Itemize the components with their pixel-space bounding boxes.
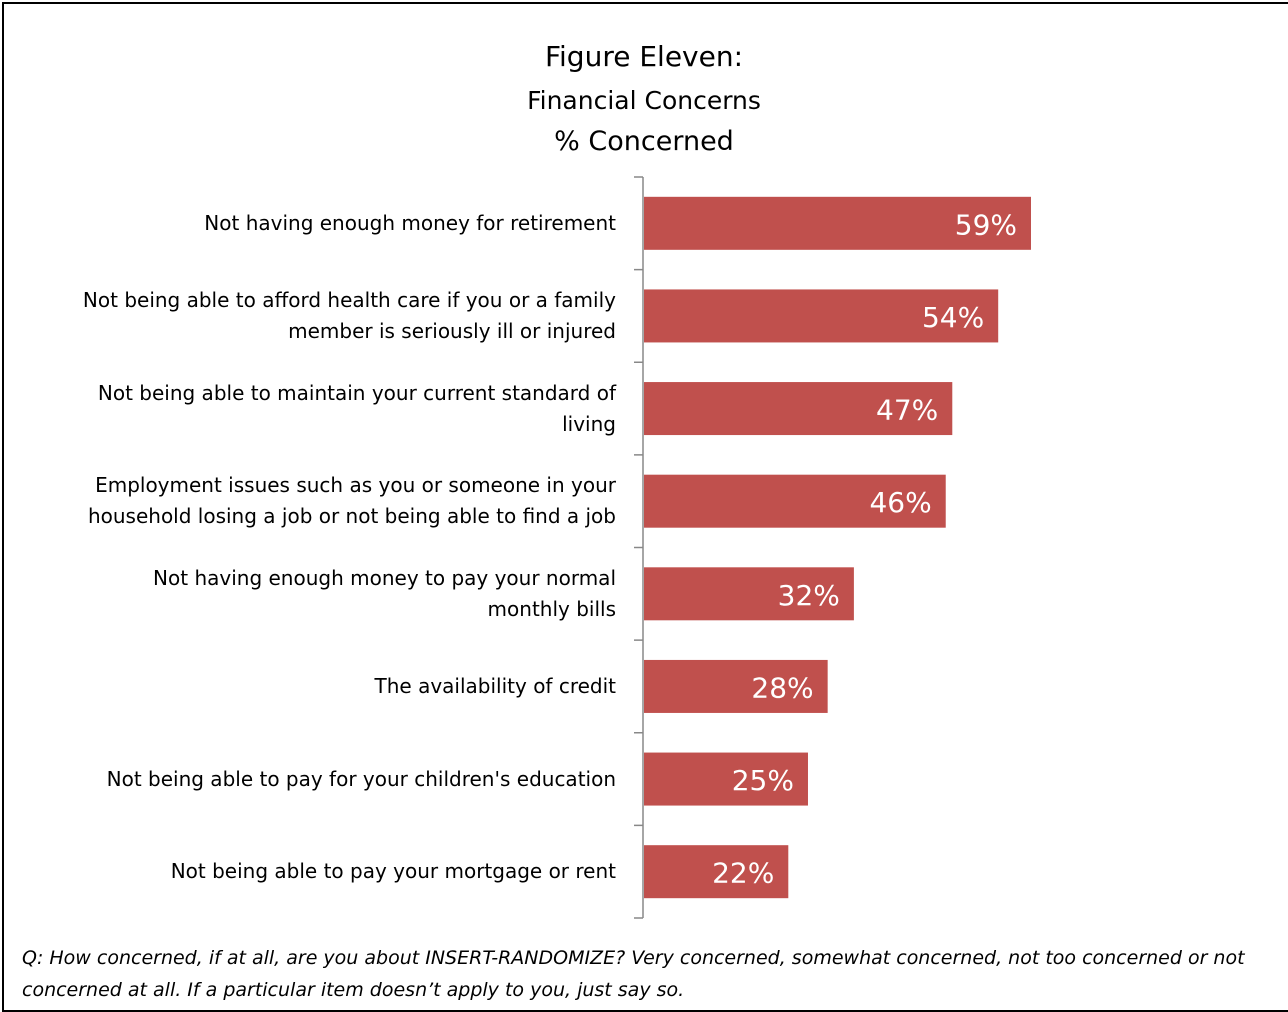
bar (644, 659, 828, 713)
category-label-line: living (562, 411, 616, 436)
category-label-line: member is seriously ill or injured (288, 318, 616, 343)
category-label-line: Not being able to pay for your children'… (106, 766, 616, 791)
bar (644, 196, 1031, 250)
category-label: Not being able to afford health care if … (16, 285, 616, 347)
bar-data-label: 25% (732, 764, 794, 797)
chart-subtitle: Financial Concerns (527, 86, 761, 115)
category-label-line: Not being able to pay your mortgage or r… (170, 859, 616, 884)
category-label: Not being able to pay for your children'… (16, 764, 616, 795)
category-label: Not having enough money to pay your norm… (16, 563, 616, 625)
bar (644, 752, 808, 806)
question-note: Q: How concerned, if at all, are you abo… (22, 947, 1245, 1001)
bar (644, 382, 953, 436)
bar-data-label: 46% (869, 486, 931, 519)
chart-subtitle-2: % Concerned (554, 126, 734, 157)
bar-data-label: 32% (778, 579, 840, 612)
category-label-line: monthly bills (487, 596, 616, 621)
category-label: Not having enough money for retirement (16, 208, 616, 239)
category-label-line: Not having enough money for retirement (204, 210, 616, 235)
bar (644, 474, 946, 528)
category-label: Not being able to maintain your current … (16, 378, 616, 440)
category-label-line: Not having enough money to pay your norm… (153, 565, 616, 590)
category-label: Employment issues such as you or someone… (16, 470, 616, 532)
category-label: The availability of credit (16, 671, 616, 702)
bar-data-label: 28% (751, 671, 813, 704)
bar (644, 567, 854, 621)
category-label-line: The availability of credit (374, 673, 616, 698)
category-label-line: Employment issues such as you or someone… (95, 473, 616, 498)
category-label-line: Not being able to afford health care if … (82, 287, 616, 312)
bar (644, 845, 789, 899)
bar-data-label: 59% (955, 208, 1017, 241)
category-label-line: Not being able to maintain your current … (97, 380, 616, 405)
bar-data-label: 22% (712, 857, 774, 890)
bar (644, 289, 999, 343)
bar-data-label: 47% (876, 394, 938, 427)
bar-data-label: 54% (922, 301, 984, 334)
category-label-line: household losing a job or not being able… (87, 504, 616, 529)
category-label: Not being able to pay your mortgage or r… (16, 856, 616, 887)
chart-title: Figure Eleven: (544, 40, 744, 73)
